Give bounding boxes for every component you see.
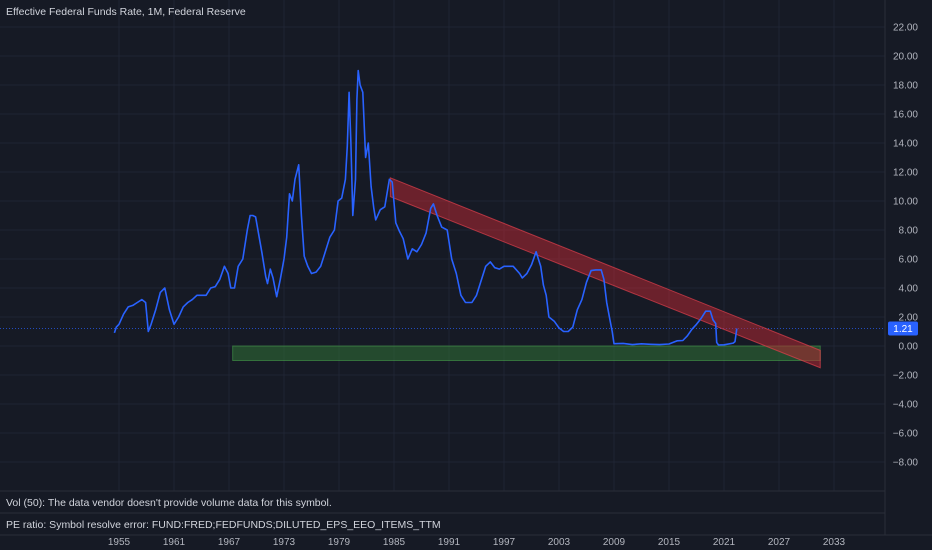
price-line-layer <box>113 69 738 346</box>
y-axis[interactable]: 22.00 20.00 18.00 16.00 14.00 12.00 10.00 8.00 6… <box>888 23 918 469</box>
x-tick-label: 1967 <box>218 537 241 548</box>
y-tick-label: −6.00 <box>893 429 919 440</box>
y-tick-label: 12.00 <box>893 168 918 179</box>
x-tick-label: 1973 <box>273 537 296 548</box>
y-tick-label: −2.00 <box>893 371 919 382</box>
volume-pane-message: Vol (50): The data vendor doesn't provid… <box>6 497 332 509</box>
y-tick-label: 18.00 <box>893 81 918 92</box>
x-tick-label: 2015 <box>658 537 681 548</box>
x-tick-label: 1991 <box>438 537 461 548</box>
x-axis[interactable]: 1955 1961 1967 1973 1979 1985 1991 1997 2003 2009… <box>108 537 846 548</box>
y-tick-label: 4.00 <box>899 284 919 295</box>
x-tick-label: 1997 <box>493 537 516 548</box>
x-tick-label: 2033 <box>823 537 846 548</box>
y-tick-label: 16.00 <box>893 110 918 121</box>
y-tick-label: −4.00 <box>893 400 919 411</box>
last-value-badge <box>888 321 918 336</box>
x-tick-label: 1961 <box>163 537 186 548</box>
x-tick-label: 1955 <box>108 537 131 548</box>
last-value-label: 1.21 <box>893 324 913 335</box>
chart-title: Effective Federal Funds Rate, 1M, Federa… <box>6 6 246 18</box>
x-tick-label: 2027 <box>768 537 791 548</box>
y-tick-label: 10.00 <box>893 197 918 208</box>
rate-series-line <box>113 69 738 346</box>
pe-ratio-pane-message: PE ratio: Symbol resolve error: FUND:FRE… <box>6 519 441 531</box>
x-tick-label: 2009 <box>603 537 626 548</box>
x-tick-label: 1979 <box>328 537 351 548</box>
y-tick-label: 6.00 <box>899 255 919 266</box>
y-tick-label: 2.00 <box>899 313 919 324</box>
x-tick-label: 1985 <box>383 537 406 548</box>
y-tick-label: 22.00 <box>893 23 918 34</box>
y-tick-label: 14.00 <box>893 139 918 150</box>
y-tick-label: 8.00 <box>899 226 919 237</box>
x-tick-label: 2021 <box>713 537 736 548</box>
y-tick-label: 20.00 <box>893 52 918 63</box>
support-zone-rectangle[interactable] <box>232 345 821 361</box>
y-tick-label: −8.00 <box>893 458 919 469</box>
y-tick-label: 0.00 <box>899 342 919 353</box>
x-tick-label: 2003 <box>548 537 571 548</box>
